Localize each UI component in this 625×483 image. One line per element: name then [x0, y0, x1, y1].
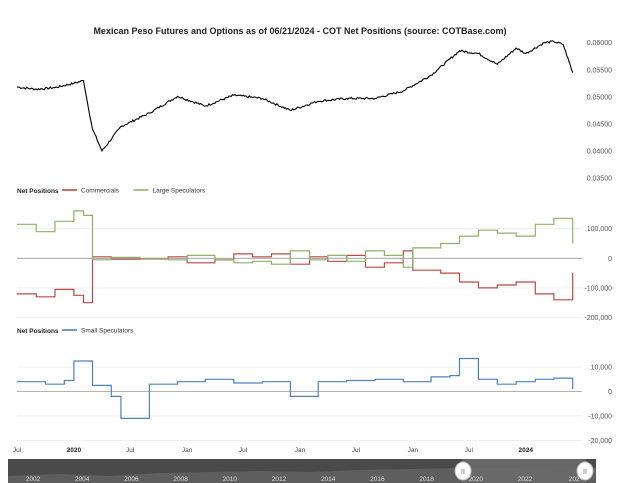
handle-knob[interactable] — [576, 461, 594, 481]
y-tick-label: 0.03500 — [587, 176, 612, 183]
x-tick-label: Jul — [465, 447, 474, 454]
small-speculators-panel: Net Positions Small Speculators 10,000 0 -… — [17, 328, 612, 445]
navigator-year-label: 2008 — [173, 476, 188, 483]
x-tick-label: Jan — [295, 447, 306, 454]
price-panel: 0.06000 0.05500 0.05000 0.04500 0.04000 0.035… — [16, 40, 612, 183]
x-tick-label: Jul — [239, 447, 248, 454]
navigator-year-label: 2022 — [518, 476, 533, 483]
navigator-year-label: 2004 — [75, 476, 90, 483]
x-tick-label: Jul — [352, 447, 361, 454]
legend: Commercials Large Speculators — [62, 188, 206, 195]
net-positions-panel: Net Positions Commercials Large Speculato… — [17, 188, 612, 322]
y-tick-label: 10,000 — [591, 365, 613, 372]
net-positions-gridlines — [17, 228, 582, 318]
legend-label: Large Speculators — [153, 188, 207, 195]
navigator-year-label: 2010 — [223, 476, 238, 483]
y-tick-label: 100,000 — [587, 226, 612, 233]
small-speculators-tick-labels: 10,000 0 -10,000 -20,000 — [588, 365, 612, 445]
navigator-left-handle[interactable]: II — [454, 461, 472, 481]
x-tick-label: Jan — [408, 447, 419, 454]
x-tick-label: 2024 — [518, 447, 533, 454]
navigator-area — [8, 467, 596, 483]
price-tick-labels: 0.06000 0.05500 0.05000 0.04500 0.04000 0.035… — [587, 40, 612, 182]
y-tick-label: 0.06000 — [587, 40, 612, 47]
small-speculators-gridlines — [17, 366, 582, 441]
net-positions-tick-labels: 100,000 0 -100,000 -200,000 — [584, 226, 612, 322]
y-tick-label: 0 — [608, 389, 612, 396]
series-line — [16, 40, 574, 153]
series-line — [17, 357, 574, 419]
navigator-year-label: 2020 — [469, 476, 484, 483]
legend-label: Commercials — [81, 188, 120, 195]
price-series — [16, 40, 574, 153]
legend: Small Speculators — [62, 328, 134, 335]
series-line — [17, 210, 574, 268]
navigator-right-handle[interactable]: II — [576, 461, 594, 481]
x-tick-label: Jan — [182, 447, 193, 454]
navigator-year-label: 2018 — [419, 476, 434, 483]
x-tick-label: Jul — [126, 447, 135, 454]
y-tick-label: 0 — [608, 256, 612, 263]
y-tick-label: 0.05500 — [587, 67, 612, 74]
handle-grip-icon: II — [583, 469, 587, 476]
navigator-year-label: 2016 — [370, 476, 385, 483]
y-tick-label: 0.05000 — [587, 94, 612, 101]
navigator-year-labels: 2002 2004 2006 2008 2010 2012 2014 2016 2018 2020… — [26, 476, 580, 483]
handle-grip-icon: II — [461, 469, 465, 476]
navigator-year-label: 2014 — [321, 476, 336, 483]
y-tick-label: -20,000 — [588, 438, 612, 445]
chart-title: Mexican Peso Futures and Options as of 0… — [93, 26, 506, 36]
range-navigator[interactable]: 2002 2004 2006 2008 2010 2012 2014 2016 2018 2020… — [8, 459, 596, 483]
y-tick-label: -200,000 — [584, 315, 612, 322]
y-tick-label: 0.04000 — [587, 148, 612, 155]
y-tick-label: -100,000 — [584, 285, 612, 292]
x-tick-label: Jul — [13, 447, 22, 454]
legend-title: Net Positions — [17, 188, 59, 195]
navigator-year-label: 2012 — [272, 476, 287, 483]
navigator-year-label: 2002 — [26, 476, 41, 483]
navigator-year-label: 2006 — [124, 476, 139, 483]
legend-label: Small Speculators — [81, 328, 134, 335]
navigator-selection[interactable] — [462, 459, 586, 483]
y-tick-label: 0.04500 — [587, 121, 612, 128]
legend-title: Net Positions — [17, 328, 59, 335]
x-axis: Jul 2020 Jul Jan Jul Jan Jul Jan Jul 2024 — [13, 447, 533, 454]
small-speculators-series — [17, 357, 574, 419]
handle-knob[interactable] — [454, 461, 472, 481]
net-positions-series — [17, 210, 574, 304]
y-tick-label: -10,000 — [588, 413, 612, 420]
x-tick-label: 2020 — [67, 447, 82, 454]
navigator-year-label: 202 — [569, 476, 580, 483]
series-line — [17, 250, 574, 304]
